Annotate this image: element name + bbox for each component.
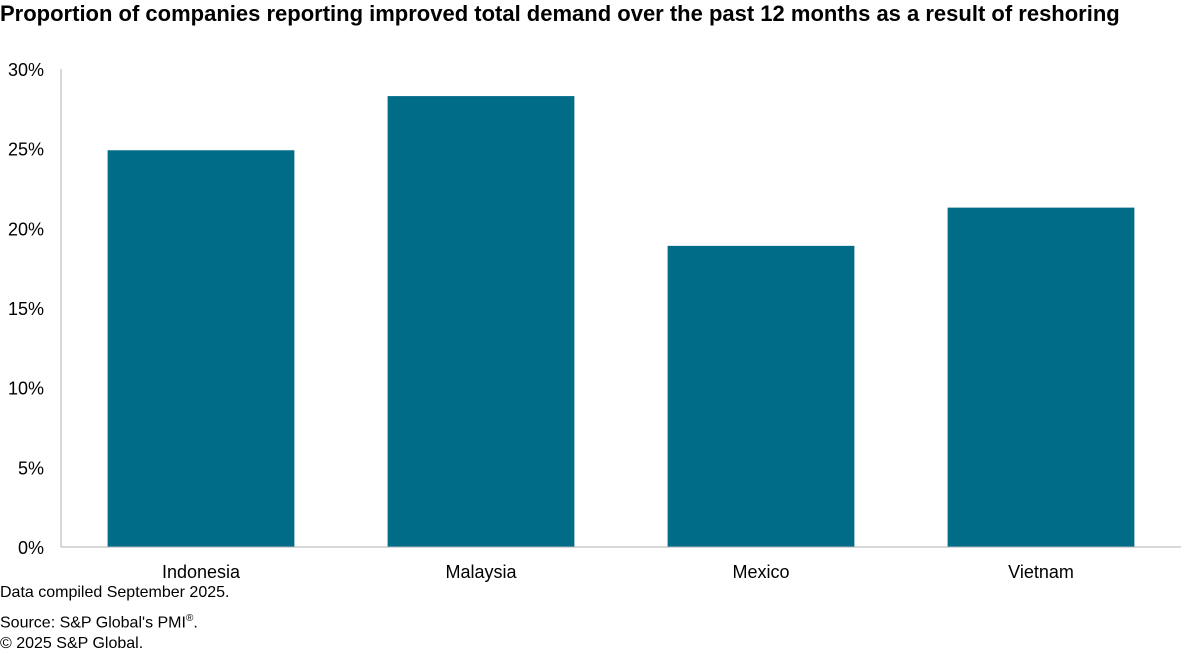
footer-source: Source: S&P Global's PMI®. [0, 609, 198, 633]
x-tick-label-indonesia: Indonesia [162, 562, 241, 582]
x-tick-label-mexico: Mexico [732, 562, 789, 582]
chart-title: Proportion of companies reporting improv… [0, 1, 1120, 26]
bar-mexico [667, 245, 855, 548]
footer-copyright: © 2025 S&P Global. [0, 635, 144, 652]
bars [107, 96, 1135, 548]
y-tick-label: 25% [8, 140, 44, 160]
bar-indonesia [107, 150, 295, 547]
y-tick-label: 10% [8, 379, 44, 399]
footer-source-period: . [193, 614, 198, 632]
x-axis-labels: Indonesia Malaysia Mexico Vietnam [162, 562, 1074, 582]
registered-mark: ® [185, 613, 194, 624]
footer-compiled: Data compiled September 2025. [0, 584, 230, 601]
y-tick-label: 20% [8, 219, 44, 239]
y-tick-label: 15% [8, 299, 44, 319]
bar-vietnam [947, 207, 1135, 547]
y-tick-label: 30% [8, 60, 44, 80]
footer-source-text: Source: S&P Global's PMI [0, 614, 186, 632]
bar-chart: 0% 5% 10% 15% 20% 25% 30% Indonesia Malaysia Mex… [8, 60, 1181, 582]
x-tick-label-malaysia: Malaysia [445, 562, 517, 582]
bar-malaysia [387, 96, 575, 547]
y-tick-label: 0% [18, 538, 44, 558]
y-tick-label: 5% [18, 458, 44, 478]
y-axis-ticks: 0% 5% 10% 15% 20% 25% 30% [8, 60, 44, 558]
x-tick-label-vietnam: Vietnam [1008, 562, 1074, 582]
